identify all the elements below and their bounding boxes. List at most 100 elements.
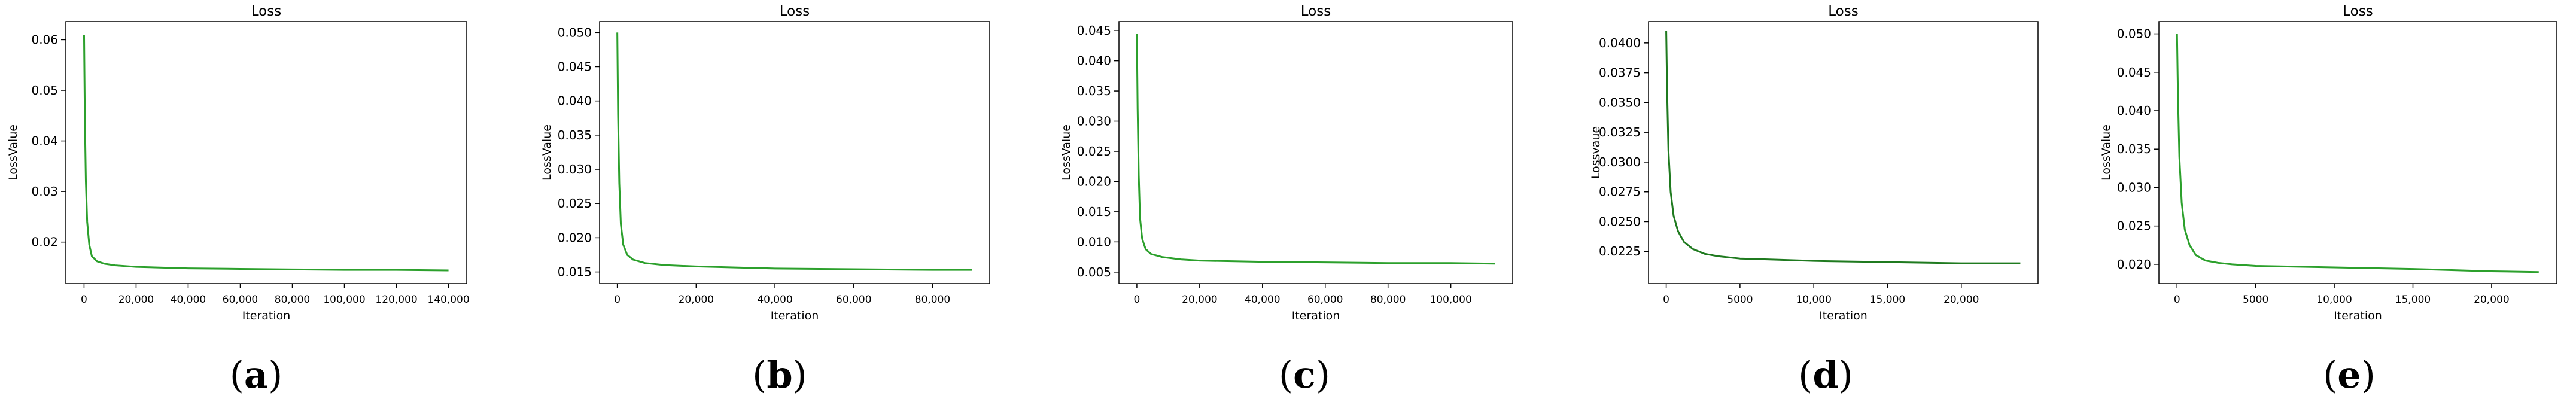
chart-b-x-axis-label: Iteration — [771, 309, 819, 322]
chart-e-y-tick-label: 0.040 — [2117, 103, 2151, 118]
chart-a-axes-frame — [65, 21, 467, 284]
caption-letter: b — [767, 353, 793, 397]
chart-a-x-tick-label: 0 — [81, 294, 87, 306]
chart-e-y-tick-label: 0.030 — [2117, 180, 2151, 194]
chart-d-chart-title: Loss — [1828, 4, 1858, 19]
chart-a-y-tick-label: 0.03 — [31, 184, 58, 199]
chart-c-y-tick-label: 0.030 — [1077, 114, 1111, 129]
chart-d-x-tick-label: 5000 — [1727, 294, 1753, 306]
chart-d-x-tick-label: 20,000 — [1944, 294, 1979, 306]
loss-chart-d: 0 5000 10,000 15,000 20,000 0.0225 0.0250 0.027… — [1589, 4, 2039, 322]
chart-b-y-tick-label: 0.025 — [558, 196, 592, 211]
chart-c-x-tick-label: 100,000 — [1430, 294, 1471, 306]
chart-c-y-tick-label: 0.020 — [1077, 174, 1111, 188]
chart-a-x-tick-label: 60,000 — [223, 294, 258, 306]
chart-b-y-tick-label: 0.020 — [558, 230, 592, 245]
chart-e-x-tick-label: 0 — [2174, 294, 2180, 306]
caption-letter: d — [1812, 353, 1839, 397]
chart-a-y-tick-label: 0.02 — [31, 235, 58, 249]
chart-d-y-tick-label: 0.0400 — [1599, 36, 1641, 50]
chart-e-x-axis-label: Iteration — [2334, 309, 2382, 322]
chart-e-axes-frame — [2158, 21, 2557, 284]
chart-b-y-axis-label: LossValue — [540, 124, 553, 181]
chart-e-y-tick-label: 0.050 — [2117, 27, 2151, 41]
caption-close: ) — [1838, 353, 1853, 397]
caption-close: ) — [2361, 353, 2376, 397]
chart-c-chart-title: Loss — [1301, 4, 1331, 19]
chart-a-y-tick-label: 0.04 — [31, 134, 58, 148]
caption-open: ( — [2323, 353, 2338, 397]
chart-e-x-tick-label: 10,000 — [2316, 294, 2352, 306]
caption-letter: e — [2337, 353, 2361, 397]
chart-e-x-tick-label: 20,000 — [2474, 294, 2509, 306]
chart-d-x-tick-label: 0 — [1663, 294, 1669, 306]
chart-a-x-tick-label: 140,000 — [427, 294, 469, 306]
chart-b-x-tick-label: 20,000 — [679, 294, 714, 306]
chart-d-y-tick-label: 0.0300 — [1599, 155, 1641, 169]
panel-c: 0 20,000 40,000 60,000 80,000 100,000 0.005 0.0… — [1030, 0, 1546, 411]
caption-open: ( — [229, 353, 244, 397]
chart-a-x-tick-label: 80,000 — [275, 294, 310, 306]
panel-d: 0 5000 10,000 15,000 20,000 0.0225 0.0250 0.027… — [1546, 0, 2061, 411]
chart-e-x-tick-label: 5000 — [2243, 294, 2268, 306]
panel-a: 0 20,000 40,000 60,000 80,000 100,000 120,000 1… — [0, 0, 515, 411]
chart-a-y-tick-label: 0.06 — [31, 32, 58, 47]
chart-b-y-tick-label: 0.045 — [558, 59, 592, 74]
chart-e-y-tick-label: 0.020 — [2117, 257, 2151, 272]
chart-b-axes-frame — [599, 21, 990, 284]
chart-d-loss-line — [1665, 31, 2021, 264]
chart-a-x-tick-label: 40,000 — [171, 294, 206, 306]
chart-c-x-tick-label: 0 — [1133, 294, 1140, 306]
chart-c-x-axis-label: Iteration — [1292, 309, 1340, 322]
chart-e-y-tick-label: 0.025 — [2117, 219, 2151, 233]
loss-chart-a: 0 20,000 40,000 60,000 80,000 100,000 120,000 1… — [7, 4, 470, 322]
chart-c-y-tick-label: 0.035 — [1077, 84, 1111, 98]
chart-c-x-tick-label: 40,000 — [1245, 294, 1280, 306]
chart-b-x-tick-label: 40,000 — [757, 294, 792, 306]
chart-d-axes-frame — [1648, 21, 2039, 284]
chart-a-chart-title: Loss — [251, 4, 281, 19]
chart-b-x-tick-label: 80,000 — [915, 294, 950, 306]
caption-letter: a — [244, 353, 269, 397]
loss-chart-c: 0 20,000 40,000 60,000 80,000 100,000 0.005 0.0… — [1060, 4, 1513, 322]
chart-d-x-axis-label: Iteration — [1819, 309, 1868, 322]
caption-e: (e) — [2313, 353, 2385, 397]
chart-d-y-tick-label: 0.0375 — [1599, 66, 1641, 80]
loss-chart-b: 0 20,000 40,000 60,000 80,000 0.015 0.020 0.025… — [540, 4, 990, 322]
chart-b-y-tick-label: 0.050 — [558, 25, 592, 39]
chart-a-loss-line — [83, 34, 449, 272]
caption-close: ) — [268, 353, 283, 397]
chart-a-x-tick-label: 120,000 — [375, 294, 417, 306]
chart-c-y-tick-label: 0.025 — [1077, 144, 1111, 159]
caption-d: (d) — [1790, 353, 1862, 397]
chart-a-x-axis-label: Iteration — [242, 309, 291, 322]
chart-b-y-tick-label: 0.040 — [558, 94, 592, 108]
caption-letter: c — [1293, 353, 1316, 397]
chart-d-y-tick-label: 0.0275 — [1599, 185, 1641, 199]
chart-b-y-tick-label: 0.030 — [558, 162, 592, 176]
chart-e-y-tick-label: 0.045 — [2117, 65, 2151, 80]
chart-d-y-tick-label: 0.0225 — [1599, 244, 1641, 258]
chart-c-y-tick-label: 0.005 — [1077, 265, 1111, 279]
chart-b-loss-line — [616, 32, 972, 271]
chart-d-y-tick-label: 0.0325 — [1599, 125, 1641, 139]
caption-a: (a) — [220, 353, 292, 397]
chart-c-y-axis-label: LossValue — [1060, 124, 1073, 181]
chart-e-loss-line — [2176, 34, 2539, 273]
chart-e-x-tick-label: 15,000 — [2395, 294, 2431, 306]
chart-c-y-tick-label: 0.040 — [1077, 54, 1111, 68]
chart-c-y-tick-label: 0.045 — [1077, 23, 1111, 38]
chart-b-y-tick-label: 0.015 — [558, 265, 592, 279]
caption-b: (b) — [744, 353, 816, 397]
chart-e-chart-title: Loss — [2343, 4, 2373, 19]
chart-a-y-axis-label: LossValue — [7, 124, 20, 181]
loss-chart-e: 0 5000 10,000 15,000 20,000 0.020 0.025 0.030 0.… — [2100, 4, 2557, 322]
chart-c-x-tick-label: 20,000 — [1182, 294, 1217, 306]
chart-c-y-tick-label: 0.010 — [1077, 235, 1111, 249]
chart-c-x-tick-label: 80,000 — [1370, 294, 1406, 306]
chart-b-chart-title: Loss — [780, 4, 810, 19]
chart-a-x-tick-label: 100,000 — [323, 294, 365, 306]
caption-open: ( — [752, 353, 767, 397]
caption-close: ) — [792, 353, 807, 397]
